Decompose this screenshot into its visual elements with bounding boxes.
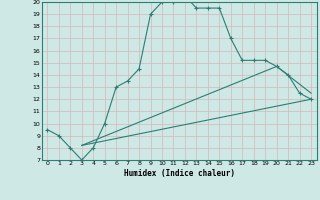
X-axis label: Humidex (Indice chaleur): Humidex (Indice chaleur) — [124, 169, 235, 178]
